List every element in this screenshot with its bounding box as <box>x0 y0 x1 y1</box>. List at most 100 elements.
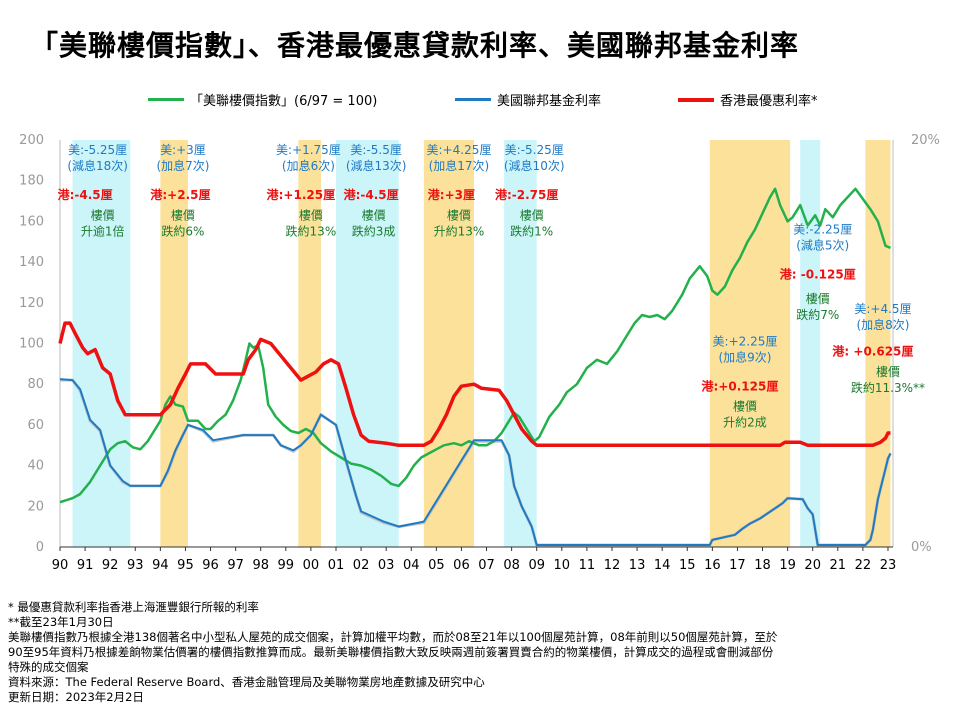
annotation-green: 樓價升逾1倍 <box>81 207 125 238</box>
annotation-line: 樓價 <box>447 207 471 222</box>
annotation-line: 美:+3厘 <box>160 143 206 157</box>
annotation-green: 樓價跌約13% <box>286 207 337 238</box>
annotation-blue: 美:+1.75厘(加息6次) <box>276 143 341 173</box>
x-tick-label: 98 <box>252 558 269 573</box>
annotation-line: 港:-2.75厘 <box>495 187 558 202</box>
annotation-line: (加息9次) <box>718 350 771 365</box>
annotation-line: 樓價 <box>362 207 386 222</box>
annotation-blue: 美:+2.25厘(加息9次) <box>713 335 778 365</box>
x-tick-label: 21 <box>830 558 847 573</box>
x-tick-label: 19 <box>779 558 796 573</box>
annotation-line: 美:-5.5厘 <box>350 143 401 157</box>
x-tick-label: 93 <box>127 558 144 573</box>
shaded-periods <box>72 140 891 547</box>
x-tick-label: 94 <box>152 558 169 573</box>
x-tick-label: 05 <box>428 558 445 573</box>
x-tick-label: 08 <box>503 558 520 573</box>
legend-swatch-green <box>148 98 184 101</box>
y-right-tick-label: 0% <box>911 540 932 555</box>
x-tick-label: 02 <box>353 558 370 573</box>
annotation-line: 升約13% <box>434 223 485 238</box>
annotation-blue: 美:+4.5厘(加息8次) <box>854 302 911 332</box>
shaded-period-7 <box>800 140 821 547</box>
annotation-blue: 美:+4.25厘(加息17次) <box>427 143 492 173</box>
shaded-period-3 <box>335 140 399 547</box>
annotation-line: 港:-4.5厘 <box>344 187 399 202</box>
annotation-line: 樓價 <box>171 207 195 222</box>
annotation-red: 港:-4.5厘 <box>58 187 113 202</box>
x-tick-label: 20 <box>804 558 821 573</box>
annotation-green: 樓價跌約3成 <box>352 207 396 238</box>
annotation-line: 升逾1倍 <box>81 223 125 238</box>
annotation-line: 美:-5.25厘 <box>68 143 127 157</box>
annotation-line: 港: -0.125厘 <box>780 266 856 281</box>
annotation-blue: 美:+3厘(加息7次) <box>156 143 209 173</box>
annotation-line: 港:+0.125厘 <box>702 378 779 393</box>
annotation-line: (加息8次) <box>856 317 909 332</box>
y-tick-label: 0 <box>36 540 44 555</box>
footnote-1: * 最優惠貸款利率指香港上海滙豐銀行所報的利率 <box>8 600 259 614</box>
annotation-line: 樓價 <box>91 207 115 222</box>
annotation-line: (減息10次) <box>504 158 565 173</box>
x-tick-label: 04 <box>403 558 420 573</box>
legend-label-hk-prime: 香港最優惠利率* <box>720 94 818 109</box>
y-tick-label: 180 <box>19 174 44 189</box>
annotation-line: 樓價 <box>733 399 757 414</box>
y-tick-label: 40 <box>27 459 44 474</box>
annotation-green: 樓價升約13% <box>434 207 485 238</box>
annotation-red: 港:-4.5厘 <box>344 187 399 202</box>
annotation-line: 跌約11.3%** <box>851 380 925 395</box>
legend-swatch-blue <box>455 98 491 101</box>
x-tick-label: 99 <box>278 558 295 573</box>
x-tick-label: 92 <box>102 558 119 573</box>
annotation-line: 港: +0.625厘 <box>832 344 913 359</box>
annotation-line: (加息17次) <box>429 158 490 173</box>
series-line-fed-rate <box>59 378 892 546</box>
legend-label-property-index: 「美聯樓價指數」(6/97 = 100) <box>190 94 378 109</box>
annotation-line: 跌約7% <box>796 307 839 322</box>
x-tick-label: 96 <box>202 558 219 573</box>
y-tick-label: 100 <box>19 337 44 352</box>
annotation-red: 港:+0.125厘 <box>702 378 779 393</box>
annotation-line: 升約2成 <box>723 415 767 430</box>
x-tick-label: 97 <box>227 558 244 573</box>
y-tick-label: 200 <box>19 133 44 148</box>
y-tick-label: 80 <box>27 377 44 392</box>
annotation-line: 樓價 <box>299 207 323 222</box>
x-tick-label: 17 <box>729 558 746 573</box>
y-tick-label: 120 <box>19 296 44 311</box>
annotation-line: 樓價 <box>806 291 830 306</box>
x-tick-label: 03 <box>378 558 395 573</box>
annotation-line: 樓價 <box>876 364 900 379</box>
annotation-red: 港:+3厘 <box>428 187 475 202</box>
annotation-line: 跌約1% <box>510 223 553 238</box>
annotation-red: 港:+1.25厘 <box>267 187 335 202</box>
annotation-red: 港: -0.125厘 <box>780 266 856 281</box>
chart-title: 「美聯樓價指數」、香港最優惠貸款利率、美國聯邦基金利率 <box>30 29 800 62</box>
x-tick-label: 95 <box>177 558 194 573</box>
annotation-line: 港:+3厘 <box>428 187 475 202</box>
annotation-red: 港: +0.625厘 <box>832 344 913 359</box>
annotation-red: 港:-2.75厘 <box>495 187 558 202</box>
annotation-line: 美:-2.25厘 <box>793 223 852 237</box>
footnote-2: **截至23年1月30日 <box>8 615 114 629</box>
x-tick-label: 00 <box>303 558 320 573</box>
y-tick-label: 20 <box>27 499 44 514</box>
annotation-line: 跌約3成 <box>352 223 396 238</box>
legend-item-property-index: 「美聯樓價指數」(6/97 = 100) <box>148 90 377 109</box>
annotation-line: (減息5次) <box>796 238 849 253</box>
x-tick-label: 06 <box>453 558 470 573</box>
x-tick-label: 11 <box>579 558 596 573</box>
footnote-source: 資料來源：The Federal Reserve Board、香港金融管理局及美… <box>8 675 485 689</box>
annotation-blue: 美:-2.25厘(減息5次) <box>793 223 852 253</box>
annotation-green: 樓價跌約7% <box>796 291 839 322</box>
x-tick-label: 07 <box>478 558 495 573</box>
annotation-green: 樓價跌約11.3%** <box>851 364 925 395</box>
x-tick-label: 23 <box>880 558 897 573</box>
legend-item-hk-prime: 香港最優惠利率* <box>678 90 818 109</box>
annotation-blue: 美:-5.5厘(減息13次) <box>346 143 407 173</box>
x-tick-label: 14 <box>654 558 671 573</box>
legend-item-fed-rate: 美國聯邦基金利率 <box>455 90 601 109</box>
x-tick-label: 91 <box>77 558 94 573</box>
